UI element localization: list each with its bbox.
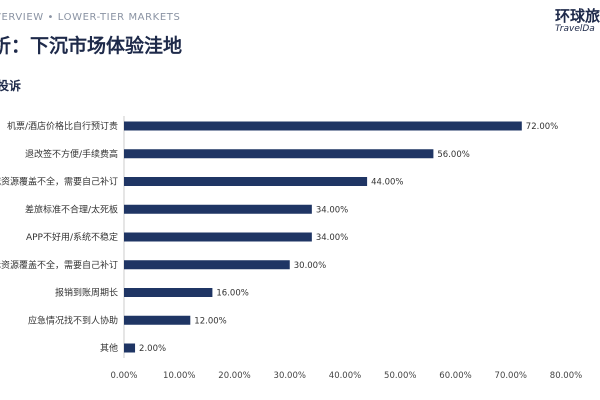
x-tick-label: 80.00% — [550, 371, 582, 381]
bar — [124, 177, 368, 186]
bar — [124, 121, 522, 131]
bar — [124, 232, 312, 242]
bar — [124, 149, 434, 159]
category-label: 退改签不方便/手续费高 — [25, 148, 118, 160]
category-label: 应急情况找不到人协助 — [28, 314, 118, 326]
logo-cn-text: 环球旅 — [554, 7, 600, 25]
category-label: APP不好用/系统不稳定 — [26, 231, 118, 243]
section-title: 投诉 — [0, 79, 22, 93]
x-tick-label: 70.00% — [495, 371, 527, 381]
value-label: 2.00% — [139, 344, 166, 354]
x-tick-label: 50.00% — [384, 371, 416, 381]
category-label: 报销到账周期长 — [55, 287, 118, 299]
category-label: 机票/酒店价格比自行预订贵 — [7, 120, 118, 132]
value-label: 12.00% — [194, 316, 226, 326]
x-tick-label: 60.00% — [439, 371, 471, 381]
category-label: 其他 — [100, 342, 118, 354]
value-label: 34.00% — [316, 233, 348, 243]
value-label: 44.00% — [371, 178, 403, 188]
value-label: 72.00% — [526, 122, 558, 132]
x-tick-label: 30.00% — [274, 371, 306, 381]
page-title: 析：下沉市场体验洼地 — [0, 35, 183, 57]
value-label: 16.00% — [216, 289, 248, 299]
bar — [124, 315, 191, 325]
category-label: 城资源覆盖不全，需要自己补订 — [0, 176, 118, 188]
logo-en-text: TravelDa — [554, 24, 595, 34]
value-label: 56.00% — [437, 150, 469, 160]
brand-logo: 环球旅 TravelDa — [555, 8, 600, 35]
x-tick-label: 0.00% — [110, 371, 137, 381]
value-label: 34.00% — [316, 205, 348, 215]
header-eyebrow: VERVIEW • LOWER-TIER MARKETS — [0, 12, 181, 23]
category-label: 差旅标准不合理/太死板 — [25, 203, 118, 215]
bar — [124, 204, 312, 214]
value-label: 30.00% — [294, 261, 326, 271]
category-label: 际资源覆盖不全，需要自己补订 — [0, 259, 118, 271]
x-tick-label: 40.00% — [329, 371, 361, 381]
x-tick-label: 20.00% — [218, 371, 250, 381]
bar — [124, 260, 290, 270]
x-tick-label: 10.00% — [163, 371, 195, 381]
bar — [124, 343, 136, 353]
bar — [124, 288, 213, 297]
